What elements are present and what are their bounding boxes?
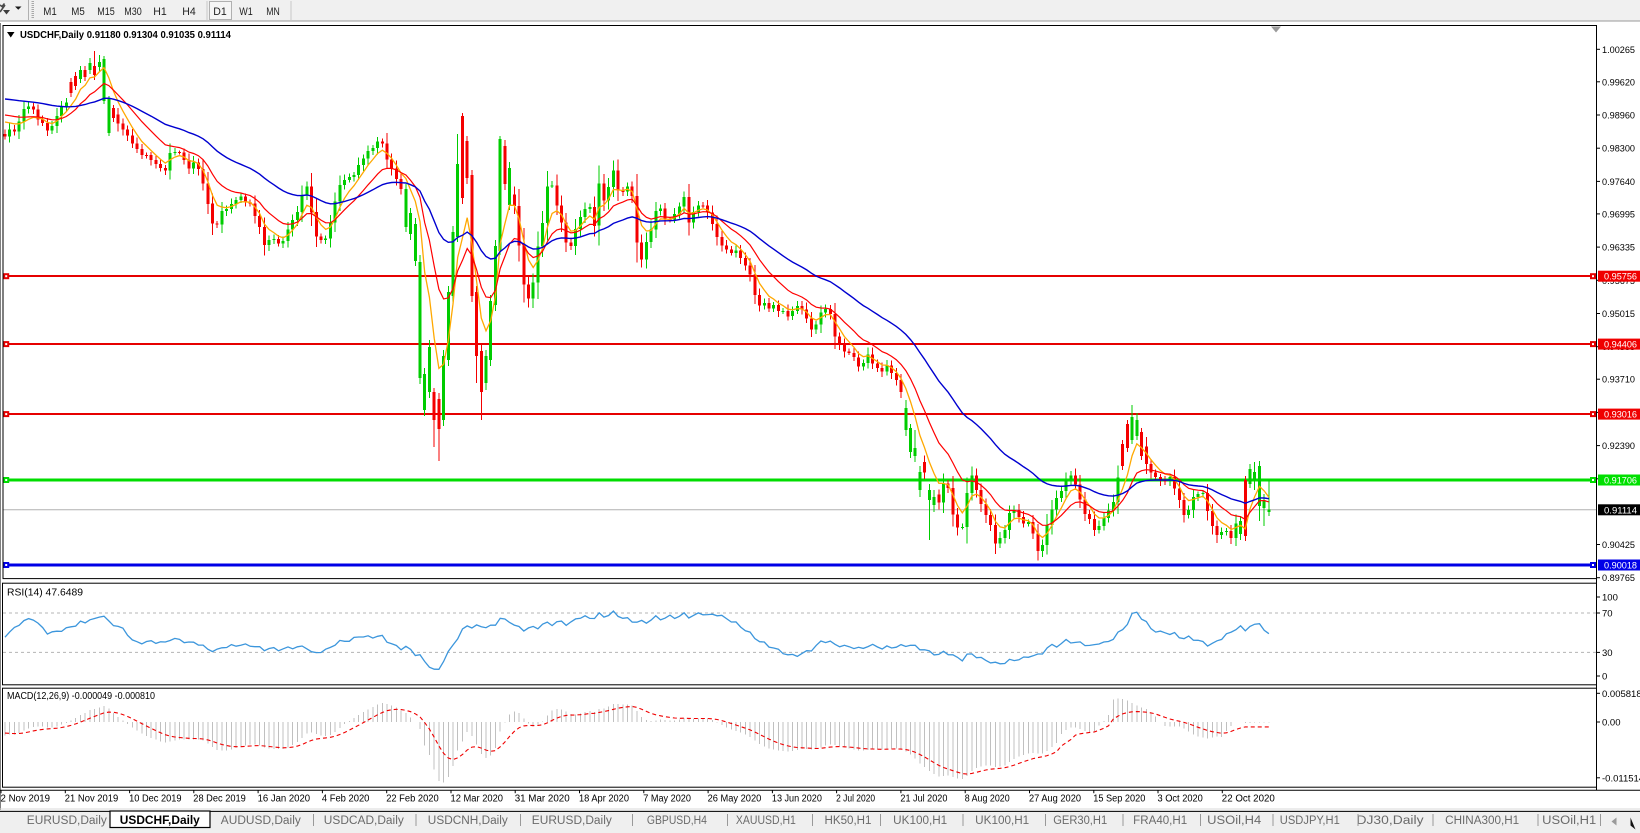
svg-text:26 May 2020: 26 May 2020 xyxy=(708,794,762,805)
svg-text:22 Oct 2020: 22 Oct 2020 xyxy=(1222,794,1275,805)
svg-text:-0.011514: -0.011514 xyxy=(1602,773,1640,784)
svg-text:0.94406: 0.94406 xyxy=(1604,340,1637,351)
svg-text:EURUSD,Daily: EURUSD,Daily xyxy=(532,815,612,827)
svg-text:0.91114: 0.91114 xyxy=(1604,505,1637,516)
svg-text:0.005818: 0.005818 xyxy=(1602,689,1640,700)
svg-text:XAUUSD,H1: XAUUSD,H1 xyxy=(736,815,796,827)
svg-text:18 Apr 2020: 18 Apr 2020 xyxy=(579,794,629,805)
svg-text:0.93710: 0.93710 xyxy=(1602,375,1635,386)
svg-text:0.90425: 0.90425 xyxy=(1602,540,1635,551)
svg-text:M5: M5 xyxy=(71,6,85,18)
svg-text:USDCHF,Daily: USDCHF,Daily xyxy=(120,815,201,827)
svg-text:30: 30 xyxy=(1602,648,1613,659)
svg-text:4 Feb 2020: 4 Feb 2020 xyxy=(322,794,370,805)
svg-text:H1: H1 xyxy=(153,6,167,18)
svg-text:0.00: 0.00 xyxy=(1602,718,1621,729)
svg-text:HK50,H1: HK50,H1 xyxy=(825,815,872,827)
svg-text:CHINA300,H1: CHINA300,H1 xyxy=(1445,815,1519,827)
svg-text:MACD(12,26,9) -0.000049 -0.000: MACD(12,26,9) -0.000049 -0.000810 xyxy=(7,691,155,702)
svg-text:USDCHF,Daily 0.91180 0.91304: USDCHF,Daily 0.91180 0.91304 0.91035 0.9… xyxy=(20,29,231,41)
svg-text:W1: W1 xyxy=(239,6,253,18)
svg-text:12 Mar 2020: 12 Mar 2020 xyxy=(451,794,504,805)
svg-text:2 Jul 2020: 2 Jul 2020 xyxy=(836,794,875,805)
svg-text:28 Dec 2019: 28 Dec 2019 xyxy=(193,794,246,805)
svg-text:2 Nov 2019: 2 Nov 2019 xyxy=(1,794,51,805)
svg-text:M15: M15 xyxy=(97,6,115,18)
svg-text:UK100,H1: UK100,H1 xyxy=(975,815,1029,827)
svg-text:0.96995: 0.96995 xyxy=(1602,209,1635,220)
svg-text:USOil,H1: USOil,H1 xyxy=(1542,815,1596,827)
svg-text:22 Feb 2020: 22 Feb 2020 xyxy=(386,794,439,805)
svg-text:0.91706: 0.91706 xyxy=(1604,476,1637,487)
svg-text:M30: M30 xyxy=(124,6,142,18)
svg-text:21 Jul 2020: 21 Jul 2020 xyxy=(900,794,947,805)
svg-text:GER30,H1: GER30,H1 xyxy=(1053,815,1107,827)
svg-text:AUDUSD,Daily: AUDUSD,Daily xyxy=(221,815,301,827)
svg-text:H4: H4 xyxy=(182,6,196,18)
svg-text:21 Nov 2019: 21 Nov 2019 xyxy=(65,794,119,805)
svg-text:0.97640: 0.97640 xyxy=(1602,177,1635,188)
svg-text:0.95015: 0.95015 xyxy=(1602,309,1635,320)
svg-text:0.93016: 0.93016 xyxy=(1604,410,1637,421)
svg-text:0.96335: 0.96335 xyxy=(1602,243,1635,254)
svg-text:7 May 2020: 7 May 2020 xyxy=(643,794,691,805)
svg-text:0: 0 xyxy=(1602,672,1607,683)
svg-text:0.89765: 0.89765 xyxy=(1602,573,1635,584)
svg-text:EURUSD,Daily: EURUSD,Daily xyxy=(27,815,107,827)
svg-text:1.00265: 1.00265 xyxy=(1602,45,1635,56)
svg-text:0.90018: 0.90018 xyxy=(1604,561,1637,572)
svg-text:16 Jan 2020: 16 Jan 2020 xyxy=(258,794,311,805)
svg-text:10 Dec 2019: 10 Dec 2019 xyxy=(129,794,182,805)
svg-text:13 Jun 2020: 13 Jun 2020 xyxy=(772,794,822,805)
svg-text:0.99620: 0.99620 xyxy=(1602,77,1635,88)
svg-text:31 Mar 2020: 31 Mar 2020 xyxy=(515,794,570,805)
svg-text:70: 70 xyxy=(1602,609,1613,620)
svg-text:M1: M1 xyxy=(43,6,57,18)
svg-text:0.92390: 0.92390 xyxy=(1602,441,1635,452)
svg-text:USDCAD,Daily: USDCAD,Daily xyxy=(324,815,404,827)
svg-text:USDCNH,Daily: USDCNH,Daily xyxy=(428,815,508,827)
svg-text:RSI(14) 47.6489: RSI(14) 47.6489 xyxy=(7,588,83,599)
svg-text:15 Sep 2020: 15 Sep 2020 xyxy=(1093,794,1145,805)
svg-text:DJ30,Daily: DJ30,Daily xyxy=(1357,815,1424,827)
svg-text:FRA40,H1: FRA40,H1 xyxy=(1133,815,1187,827)
svg-text:USDJPY,H1: USDJPY,H1 xyxy=(1280,815,1340,827)
svg-text:0.98300: 0.98300 xyxy=(1602,144,1635,155)
svg-text:8 Aug 2020: 8 Aug 2020 xyxy=(965,794,1010,805)
svg-text:UK100,H1: UK100,H1 xyxy=(893,815,947,827)
svg-text:100: 100 xyxy=(1602,593,1618,604)
svg-text:GBPUSD,H4: GBPUSD,H4 xyxy=(647,815,708,827)
svg-text:USOil,H4: USOil,H4 xyxy=(1207,815,1262,827)
svg-text:0.95756: 0.95756 xyxy=(1604,272,1637,283)
svg-text:MN: MN xyxy=(266,6,280,18)
svg-text:0.98960: 0.98960 xyxy=(1602,111,1635,122)
svg-text:3 Oct 2020: 3 Oct 2020 xyxy=(1158,794,1204,805)
svg-text:27 Aug 2020: 27 Aug 2020 xyxy=(1029,794,1081,805)
svg-text:D1: D1 xyxy=(213,6,227,18)
